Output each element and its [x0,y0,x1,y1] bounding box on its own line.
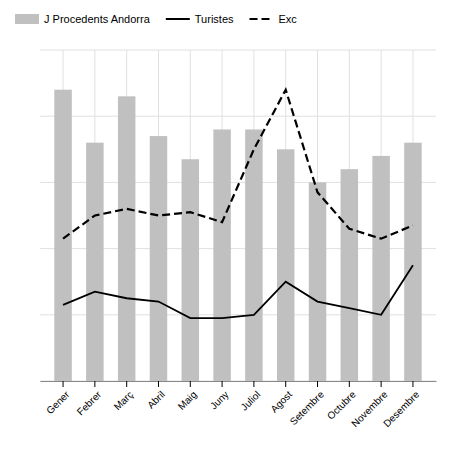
x-tick: Setembre [288,381,327,427]
grid [40,50,436,381]
legend-label: Turistes [195,13,234,25]
x-tick-label: Setembre [288,388,327,427]
x-tick-label: Juny [208,389,231,412]
bar [404,143,421,381]
x-tick-mark [94,381,95,387]
x-tick-mark [158,381,159,387]
x-tick-mark [285,381,286,387]
x-tick-mark [412,381,413,387]
x-tick: Maig [176,381,199,412]
x-tick: Juliol [238,381,262,413]
bar-series [54,90,421,381]
x-tick: Març [112,381,136,412]
bar [86,143,103,381]
x-tick-mark [63,381,64,387]
x-tick-mark [317,381,318,387]
legend-label: J Procedents Andorra [44,13,151,25]
legend-item: Exc [250,13,298,25]
bar [182,159,199,381]
legend-item: J Procedents Andorra [15,13,151,25]
chart: GenerFebrer Març Abril Maig Juny JuliolAgostS… [0,0,451,451]
x-tick-mark [190,381,191,387]
bar [213,129,230,381]
x-tick-label: Gener [44,388,72,416]
legend-swatch [15,14,39,24]
x-tick-mark [253,381,254,387]
grid-line-y [40,50,436,51]
x-tick-label: Febrer [75,388,104,417]
bar [309,182,326,381]
x-tick-mark [349,381,350,387]
legend-swatch [166,18,190,20]
legend-label: Exc [279,13,298,25]
bar [277,149,294,381]
x-axis-line [41,381,437,382]
bar [341,169,358,381]
x-tick: Abril [145,381,167,411]
legend-item: Turistes [166,13,234,25]
marks [54,90,421,381]
x-tick: Gener [44,381,72,416]
x-tick: Juny [208,381,231,411]
x-tick-label: Desembre [381,388,422,429]
plot: GenerFebrer Març Abril Maig Juny JuliolAgostS… [40,50,437,429]
x-tick-label: Març [112,389,136,413]
x-tick-mark [126,381,127,387]
x-tick-label: Abril [145,389,167,411]
bar [372,156,389,381]
legend: J Procedents Andorra Turistes Exc [15,13,297,25]
bar [150,136,167,381]
bar [118,96,135,381]
x-tick-label: Juliol [238,389,262,413]
x-tick: Febrer [75,381,104,417]
line [63,90,413,239]
x-tick: Desembre [381,381,422,429]
x-tick-mark [222,381,223,387]
x-tick-label: Maig [176,389,199,412]
x-tick: Agost [268,381,294,415]
line [63,265,413,318]
legend-swatch [250,18,274,20]
x-axis: GenerFebrer Març Abril Maig Juny JuliolAgostS… [41,381,437,429]
x-tick: Octubre [325,381,358,422]
grid-line-y [40,116,436,117]
x-tick-mark [381,381,382,387]
bar [245,129,262,381]
x-tick-label: Agost [268,389,294,415]
